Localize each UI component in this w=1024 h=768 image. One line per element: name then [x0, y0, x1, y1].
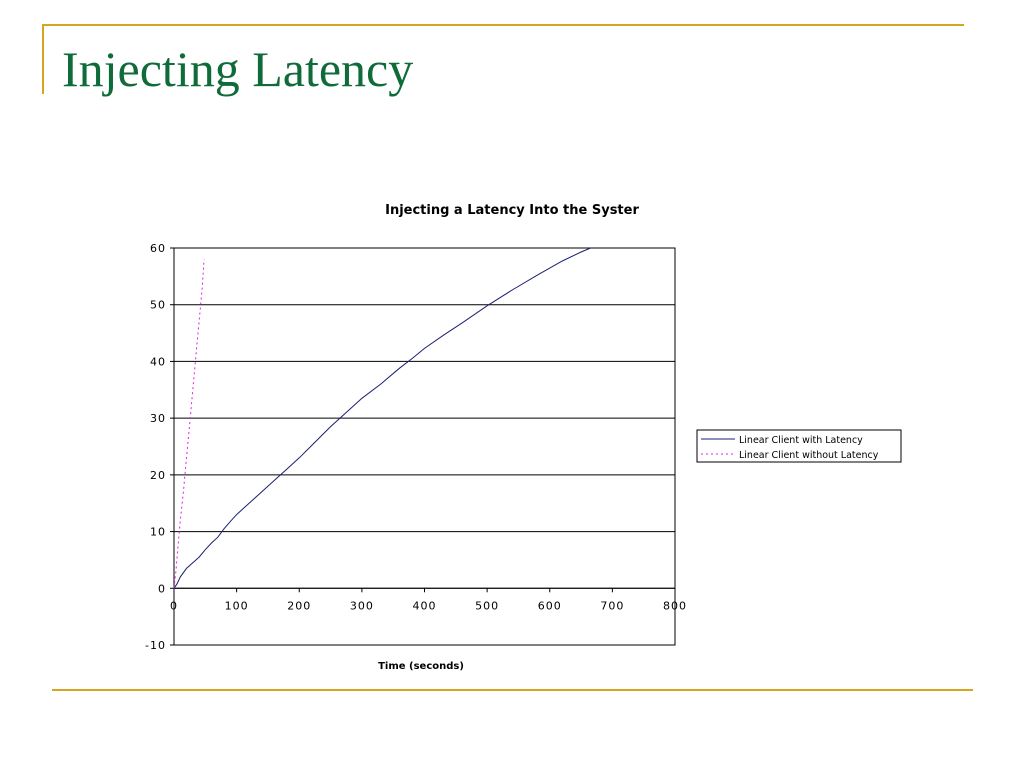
legend-label-1: Linear Client with Latency: [739, 435, 863, 446]
bottom-accent-line: [52, 689, 973, 691]
chart-title: Injecting a Latency Into the Syster: [385, 203, 639, 218]
series-line-2: [173, 259, 205, 589]
series-line-1: [173, 247, 591, 589]
y-tick-label: 40: [150, 355, 166, 368]
y-tick-label: 20: [150, 469, 166, 482]
y-tick-label: -10: [145, 639, 166, 652]
x-tick-label: 100: [225, 599, 249, 612]
x-tick-label: 400: [413, 599, 437, 612]
y-tick-label: 60: [150, 242, 166, 255]
slide-title: Injecting Latency: [62, 41, 414, 97]
legend-box: [696, 429, 902, 463]
legend-label-2: Linear Client without Latency: [739, 450, 879, 461]
x-tick-label: 300: [350, 599, 374, 612]
left-accent-line: [42, 24, 44, 94]
x-tick-label: 500: [475, 599, 499, 612]
y-tick-label: 30: [150, 412, 166, 425]
x-tick-label: 700: [600, 599, 624, 612]
y-axis: -10 0 10 20 30 40 50 60: [145, 242, 174, 652]
y-tick-label: 10: [150, 526, 166, 539]
top-accent-line: [42, 24, 964, 26]
x-axis: 0 100 200 300 400 500 600 700 800: [170, 588, 687, 612]
x-tick-label: 600: [538, 599, 562, 612]
y-tick-label: 0: [158, 582, 166, 595]
grid-lines: [174, 247, 675, 589]
legend: Linear Client with Latency Linear Client …: [696, 429, 902, 463]
x-tick-label: 800: [663, 599, 687, 612]
y-tick-label: 50: [150, 299, 166, 312]
plot-area: [173, 247, 676, 646]
x-tick-label: 200: [287, 599, 311, 612]
x-tick-label: 0: [170, 599, 178, 612]
series-group: [173, 247, 591, 589]
x-axis-label: Time (seconds): [378, 661, 464, 672]
